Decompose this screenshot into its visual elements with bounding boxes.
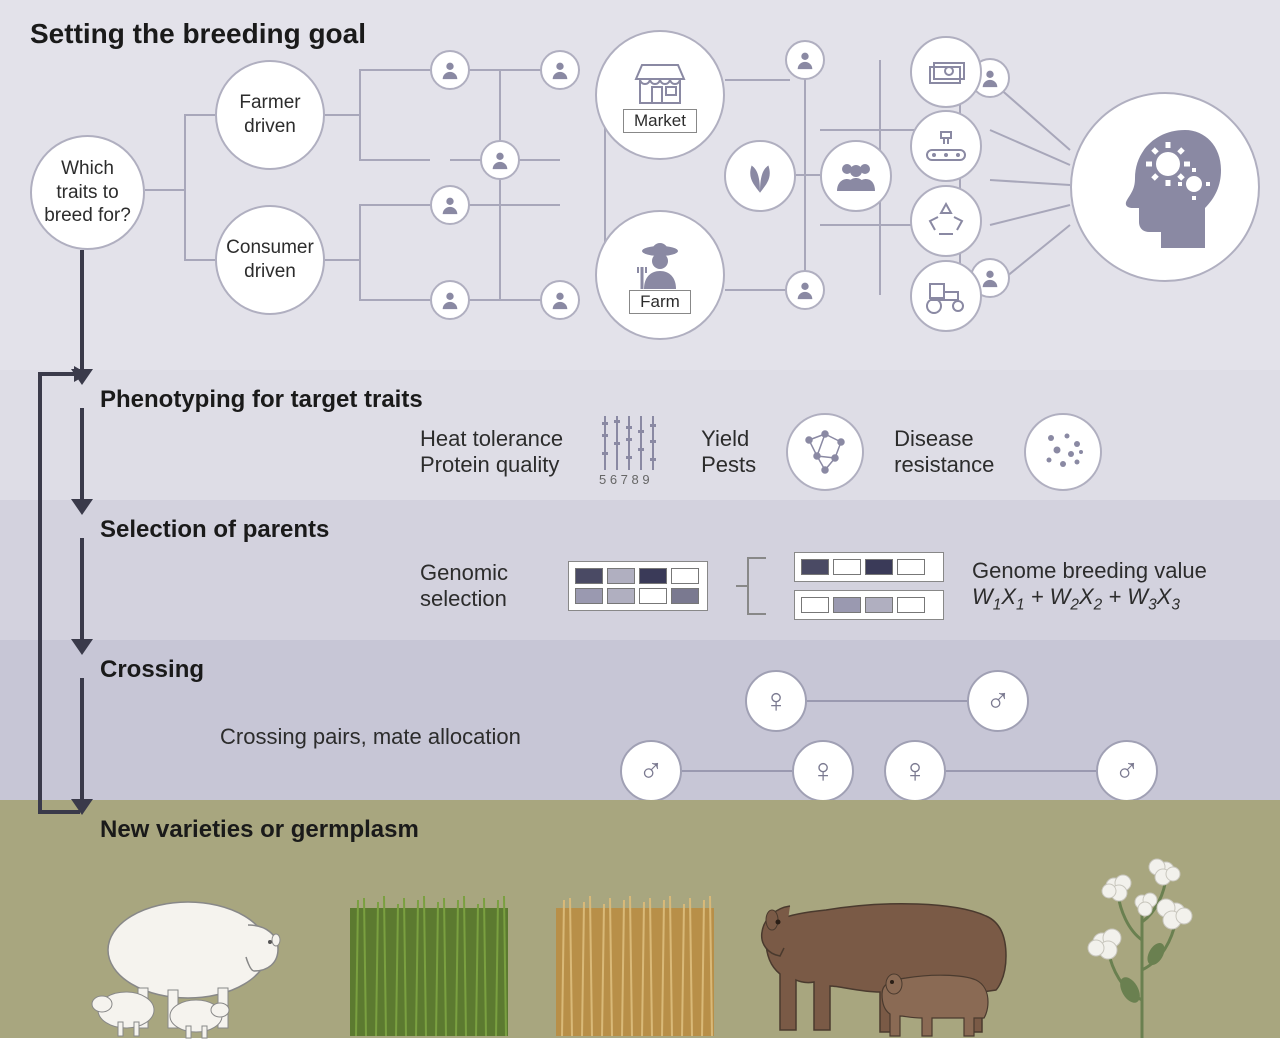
genomic-selection-label: Genomic selection	[420, 560, 540, 612]
female-icon: ♀	[884, 740, 946, 802]
male-icon: ♂	[1096, 740, 1158, 802]
genomic-panel-parent	[568, 561, 708, 611]
farm-label: Farm	[629, 290, 691, 314]
money-icon	[910, 36, 982, 108]
selection-row: Genomic selection Genome breeding value …	[420, 546, 1207, 626]
male-icon: ♂	[967, 670, 1029, 732]
person-icon	[430, 50, 470, 90]
node-farm: Farm	[595, 210, 725, 340]
title-selection: Selection of parents	[100, 516, 1250, 544]
crossing-label: Crossing pairs, mate allocation	[220, 724, 521, 750]
cow-with-calf-icon	[756, 860, 1036, 1040]
section-selection: Selection of parents Genomic selection G…	[0, 500, 1280, 640]
golden-wheat-crop-icon	[550, 890, 720, 1040]
node-consumer-driven-text: Consumer driven	[217, 230, 323, 290]
head-gears-icon	[1090, 112, 1240, 262]
conveyor-icon	[910, 110, 982, 182]
person-icon	[480, 140, 520, 180]
node-market: Market	[595, 30, 725, 160]
section-phenotyping: Phenotyping for target traits Heat toler…	[0, 370, 1280, 500]
section-crossing: Crossing Crossing pairs, mate allocation…	[0, 640, 1280, 800]
dots-scatter-icon	[1024, 413, 1102, 491]
traits-row: Heat tolerance Protein quality 5 6 7 8 9	[420, 412, 1102, 491]
person-icon	[785, 40, 825, 80]
recycle-icon	[910, 185, 982, 257]
title-phenotyping: Phenotyping for target traits	[100, 386, 1250, 414]
cotton-plant-icon	[1072, 850, 1202, 1040]
crossing-pair-top: ♀ ♂	[745, 670, 1029, 732]
breeding-formula: W1X1 + W2X2 + W3X3	[972, 584, 1207, 614]
farmer-icon	[630, 237, 690, 292]
network-graph-icon	[786, 413, 864, 491]
female-icon: ♀	[792, 740, 854, 802]
person-icon	[430, 185, 470, 225]
female-icon: ♀	[745, 670, 807, 732]
title-crossing: Crossing	[100, 656, 1250, 684]
person-icon	[540, 50, 580, 90]
varieties-row	[30, 850, 1250, 1040]
genomic-panel-offspring	[794, 552, 944, 620]
green-grass-crop-icon	[344, 890, 514, 1040]
title-varieties: New varieties or germplasm	[100, 816, 1250, 844]
flow-arrow	[80, 250, 84, 370]
breeding-value: Genome breeding value W1X1 + W2X2 + W3X3	[972, 558, 1207, 614]
crossing-pair-bottom: ♂ ♀ ♀ ♂	[620, 740, 1158, 802]
person-icon	[785, 270, 825, 310]
loopback-arrow	[20, 364, 90, 824]
node-farmer-driven-text: Farmer driven	[217, 85, 323, 145]
gel-electrophoresis-icon: 5 6 7 8 9	[593, 412, 671, 491]
node-head-gears	[1070, 92, 1260, 282]
trait-heat-protein: Heat tolerance Protein quality	[420, 426, 563, 478]
node-question-text: Which traits to breed for?	[32, 151, 143, 234]
section-varieties: New varieties or germplasm	[0, 800, 1280, 1038]
node-farmer-driven: Farmer driven	[215, 60, 325, 170]
leaf-icon	[724, 140, 796, 212]
section-breeding-goal: Setting the breeding goal	[0, 0, 1280, 370]
sheep-with-lambs-icon	[78, 870, 308, 1040]
node-consumer-driven: Consumer driven	[215, 205, 325, 315]
person-icon	[540, 280, 580, 320]
market-label: Market	[623, 109, 697, 133]
trait-disease: Disease resistance	[894, 426, 994, 478]
bracket-icon	[736, 546, 766, 626]
gel-lane-labels: 5 6 7 8 9	[599, 472, 650, 486]
male-icon: ♂	[620, 740, 682, 802]
person-icon	[430, 280, 470, 320]
tractor-icon	[910, 260, 982, 332]
group-icon	[820, 140, 892, 212]
node-question: Which traits to breed for?	[30, 135, 145, 250]
trait-yield-pests: Yield Pests	[701, 426, 756, 478]
market-store-icon	[630, 57, 690, 107]
